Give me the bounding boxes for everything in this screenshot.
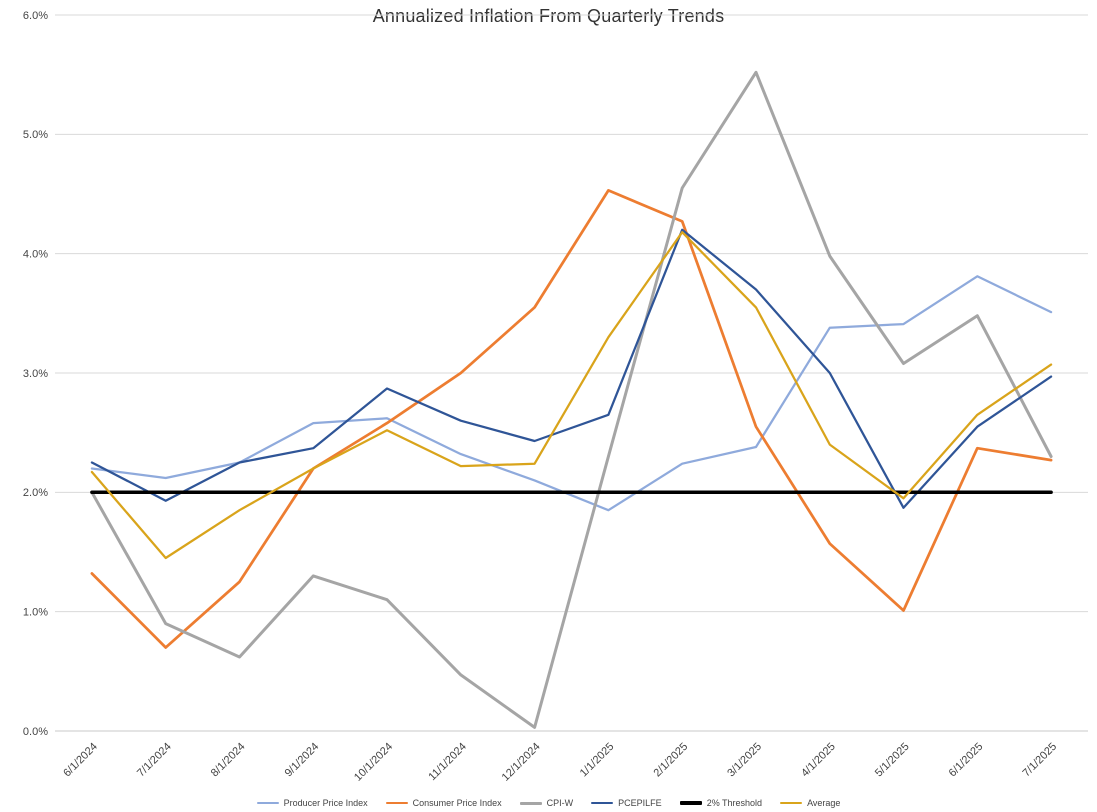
legend-item-cpi-w[interactable]: CPI-W (519, 798, 574, 808)
x-tick-label: 11/1/2024 (426, 741, 469, 784)
y-tick-label: 5.0% (23, 129, 48, 141)
legend-label-average: Average (807, 798, 841, 808)
y-tick-label: 2.0% (23, 487, 48, 499)
x-tick-label: 9/1/2024 (283, 741, 322, 780)
x-tick-label: 3/1/2025 (725, 741, 764, 780)
legend-label-pcepilfe: PCEPILFE (618, 798, 662, 808)
y-tick-label: 0.0% (23, 726, 48, 738)
y-axis-labels: 0.0% 1.0% 2.0% 3.0% 4.0% 5.0% 6.0% (23, 10, 48, 738)
x-tick-label: 7/1/2024 (135, 741, 174, 780)
legend-swatch-cpi-w (519, 801, 542, 805)
chart-title: Annualized Inflation From Quarterly Tren… (372, 6, 725, 26)
x-axis-labels: 6/1/2024 7/1/2024 8/1/2024 9/1/2024 10/1/202… (61, 741, 1059, 784)
x-tick-label: 7/1/2025 (1020, 741, 1059, 780)
y-tick-label: 4.0% (23, 249, 48, 261)
gridlines (55, 14, 1088, 732)
chart-legend: Producer Price Index Consumer Price Index… (0, 798, 1097, 808)
x-tick-label: 10/1/2024 (352, 741, 395, 784)
legend-item-average[interactable]: Average (780, 798, 840, 808)
legend-label-cpi-w: CPI-W (546, 798, 574, 808)
y-tick-label: 1.0% (23, 607, 48, 619)
series-line-pcepilfe (90, 228, 1053, 509)
legend-swatch-producer-price-index (256, 801, 279, 805)
x-tick-label: 6/1/2024 (61, 741, 100, 780)
legend-label-consumer-price-index: Consumer Price Index (412, 798, 502, 808)
legend-item-2-threshold[interactable]: 2% Threshold (679, 798, 763, 808)
legend-swatch-pcepilfe (591, 801, 614, 805)
x-tick-label: 1/1/2025 (578, 741, 617, 780)
legend-label-producer-price-index: Producer Price Index (283, 798, 368, 808)
series-line-cpi-w (90, 70, 1053, 729)
series-line-consumer-price-index (90, 189, 1053, 649)
legend-item-pcepilfe[interactable]: PCEPILFE (591, 798, 662, 808)
x-tick-label: 4/1/2025 (799, 741, 838, 780)
x-tick-label: 12/1/2024 (500, 741, 543, 784)
legend-item-producer-price-index[interactable]: Producer Price Index (256, 798, 368, 808)
legend-item-consumer-price-index[interactable]: Consumer Price Index (385, 798, 502, 808)
x-tick-label: 6/1/2025 (947, 741, 986, 780)
x-tick-label: 5/1/2025 (873, 741, 912, 780)
y-tick-label: 6.0% (23, 10, 48, 22)
legend-swatch-2-threshold (679, 801, 702, 805)
series-line-average (90, 231, 1053, 560)
legend-swatch-average (780, 801, 803, 805)
legend-label-2-threshold: 2% Threshold (706, 798, 763, 808)
legend-swatch-consumer-price-index (385, 801, 408, 805)
series-lines (90, 70, 1053, 729)
x-tick-label: 8/1/2024 (209, 741, 248, 780)
x-tick-label: 2/1/2025 (652, 741, 691, 780)
series-line-producer-price-index (90, 275, 1053, 512)
y-tick-label: 3.0% (23, 368, 48, 380)
